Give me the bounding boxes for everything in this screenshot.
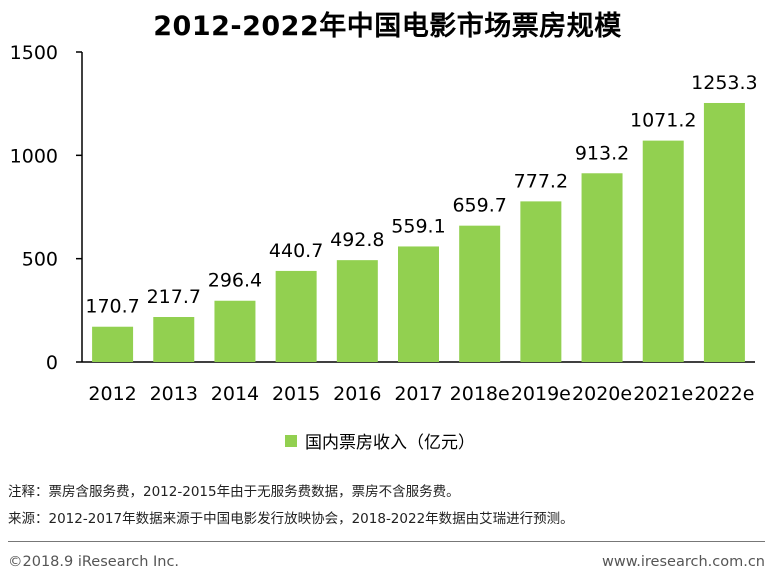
x-tick-label: 2022e [694,383,754,405]
bar [336,260,378,362]
data-label: 170.7 [85,296,139,318]
bar [214,300,256,362]
copyright-text: ©2018.9 iResearch Inc. [8,554,180,570]
x-tick-label: 2021e [633,383,693,405]
footnote-source: 来源：2012-2017年数据来源于中国电影发行放映协会，2018-2022年数… [8,511,574,527]
legend-swatch [285,434,297,447]
bar [398,246,439,362]
bar [520,201,562,362]
bar [153,317,195,362]
data-label: 659.7 [452,195,506,217]
bar-chart: 0 500 1000 1500 170.7 2012 217.7 2013 296.4 2014 4… [10,42,758,405]
legend-label: 国内票房收入（亿元） [305,433,475,453]
x-tick-label: 2013 [150,383,198,405]
x-tick-label: 2016 [333,383,381,405]
data-label: 913.2 [575,142,629,164]
bar [459,225,501,362]
x-tick-label: 2014 [211,383,259,405]
bar [92,326,134,362]
x-tick-label: 2017 [394,383,442,405]
x-tick-label: 2018e [450,383,510,405]
bar [642,140,684,362]
footnote-note: 注释：票房含服务费，2012-2015年由于无服务费数据，票房不含服务费。 [8,484,460,500]
x-tick-label: 2020e [572,383,632,405]
chart-title: 2012-2022年中国电影市场票房规模 [153,11,622,42]
data-label: 296.4 [208,270,262,292]
y-tick-label: 1000 [10,145,58,167]
data-label: 492.8 [330,229,384,251]
data-label: 559.1 [391,215,445,237]
website-text: www.iresearch.com.cn [602,554,765,570]
y-tick-label: 1500 [10,42,58,64]
data-label: 1071.2 [630,110,696,132]
legend: 国内票房收入（亿元） [285,428,475,453]
bar [703,102,745,362]
bar [581,173,623,362]
x-tick-label: 2012 [88,383,136,405]
data-label: 440.7 [269,240,323,262]
y-tick-label: 500 [22,249,58,271]
y-tick-label: 0 [46,352,58,374]
data-label: 777.2 [514,170,568,192]
x-tick-label: 2015 [272,383,320,405]
data-label: 217.7 [147,286,201,308]
footer-divider [8,541,765,542]
data-label: 1253.3 [691,72,757,94]
bar [275,270,317,362]
x-tick-label: 2019e [511,383,571,405]
